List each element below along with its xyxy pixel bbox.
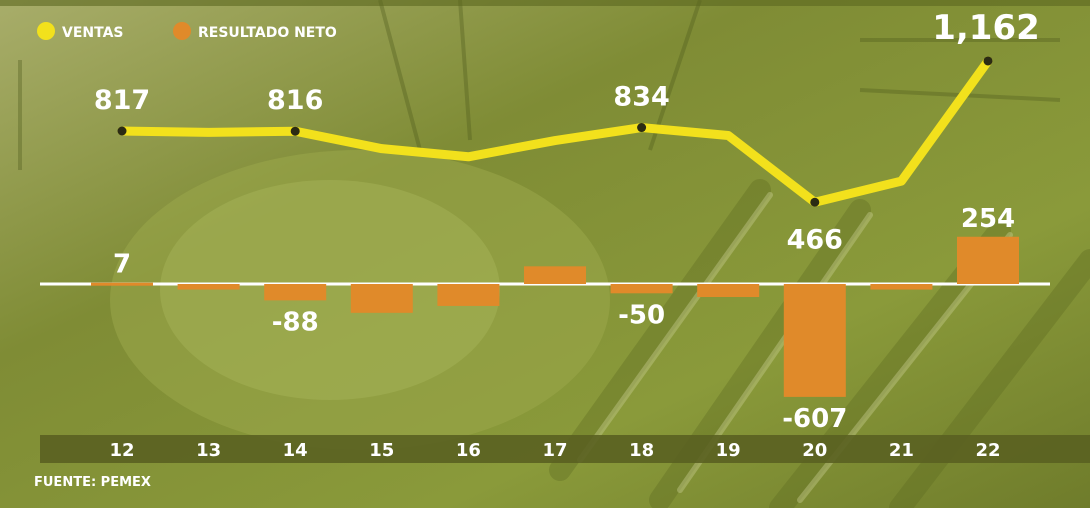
resultado-label-18: -50 — [618, 300, 665, 330]
x-tick-20: 20 — [802, 440, 827, 461]
ventas-point-14 — [290, 126, 300, 136]
resultado-bars — [91, 236, 1019, 397]
x-axis-band — [40, 435, 1090, 463]
x-tick-13: 13 — [196, 440, 221, 461]
x-tick-16: 16 — [456, 440, 481, 461]
resultado-bar-22 — [957, 236, 1019, 284]
x-tick-12: 12 — [109, 440, 134, 461]
resultado-bar-17 — [524, 266, 586, 284]
ventas-point-18 — [637, 123, 647, 133]
ventas-point-12 — [117, 126, 127, 136]
ventas-label-22: 1,162 — [932, 8, 1040, 48]
legend-ventas-label: VENTAS — [62, 25, 124, 41]
x-tick-14: 14 — [283, 440, 308, 461]
ventas-line — [117, 56, 993, 207]
x-tick-19: 19 — [716, 440, 741, 461]
legend-ventas-marker — [37, 22, 55, 40]
resultado-bar-13 — [177, 284, 240, 290]
ventas-label-12: 817 — [94, 85, 150, 116]
resultado-label-12: 7 — [113, 250, 131, 280]
resultado-bar-20 — [783, 284, 846, 397]
resultado-label-22: 254 — [961, 204, 1015, 234]
x-tick-17: 17 — [542, 440, 567, 461]
x-tick-15: 15 — [369, 440, 394, 461]
resultado-bar-19 — [697, 284, 760, 298]
ventas-label-14: 816 — [267, 85, 323, 116]
source-note: FUENTE: PEMEX — [34, 475, 151, 490]
resultado-bar-14 — [264, 284, 327, 301]
ventas-series-line — [117, 56, 993, 207]
ventas-point-22 — [983, 56, 993, 66]
ventas-labels: 817 816 834 466 1,162 — [94, 8, 1040, 255]
x-tick-21: 21 — [889, 440, 914, 461]
legend-resultado-label: RESULTADO NETO — [198, 25, 337, 41]
x-axis-ticks: 12 13 14 15 16 17 18 19 20 21 22 — [109, 440, 1000, 461]
resultado-labels: 7 -88 -50 -607 254 — [113, 204, 1015, 434]
resultado-label-14: -88 — [272, 307, 319, 337]
legend-resultado-marker — [173, 22, 191, 40]
resultado-bar-12 — [91, 282, 153, 286]
ventas-label-18: 834 — [613, 82, 669, 113]
resultado-label-20: -607 — [782, 404, 847, 434]
x-tick-22: 22 — [975, 440, 1000, 461]
x-tick-18: 18 — [629, 440, 654, 461]
resultado-bar-21 — [870, 284, 933, 290]
ventas-point-20 — [810, 197, 820, 207]
ventas-label-20: 466 — [787, 224, 843, 255]
legend: VENTAS RESULTADO NETO — [37, 22, 337, 41]
resultado-bar-15 — [350, 284, 413, 313]
resultado-bar-16 — [437, 284, 500, 306]
resultado-bar-18 — [610, 284, 673, 294]
